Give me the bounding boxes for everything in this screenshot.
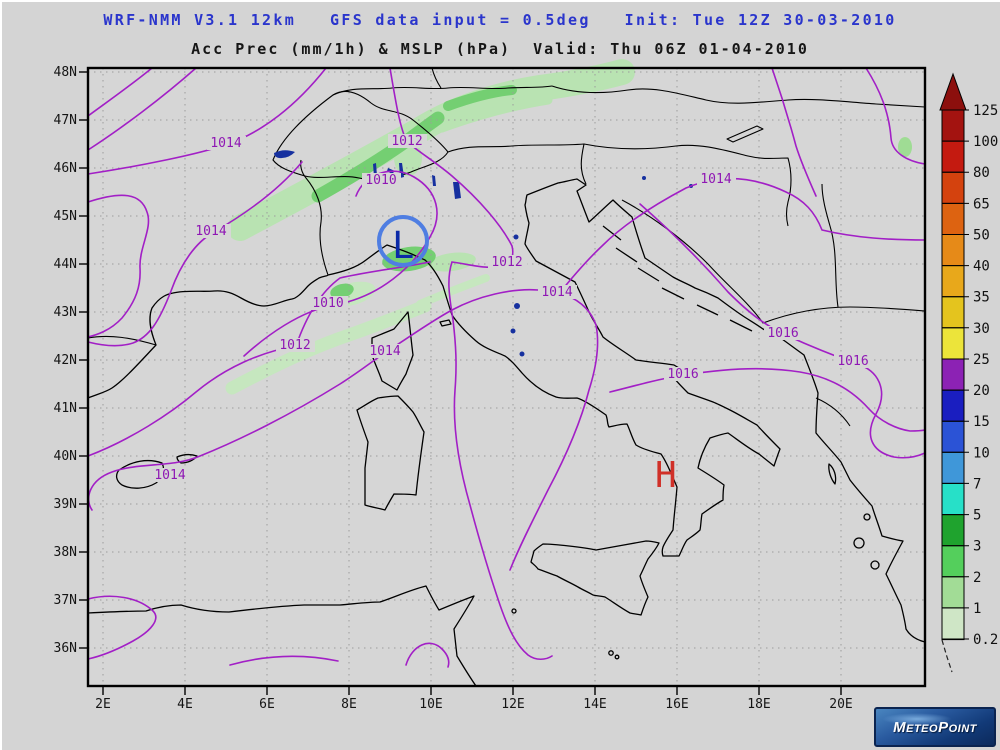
- lat-label: 46N: [54, 161, 77, 176]
- lat-label: 38N: [54, 545, 77, 560]
- map-frame: [86, 66, 927, 688]
- colorbar-tick-label: 125: [973, 103, 998, 119]
- colorbar-segment: [941, 482, 965, 516]
- lat-label: 43N: [54, 305, 77, 320]
- isobar-label: 1014: [541, 285, 572, 300]
- colorbar-segment: [941, 358, 965, 392]
- isobar-label: 1016: [767, 326, 798, 341]
- isobar-label: 1016: [837, 354, 868, 369]
- low-center-circle: [377, 215, 429, 267]
- colorbar-segment: [941, 265, 965, 298]
- colorbar-tick-label: 30: [973, 321, 990, 337]
- colorbar-segment: [941, 451, 965, 485]
- lon-label: 16E: [665, 697, 688, 712]
- colorbar-tick-label: 65: [973, 196, 990, 212]
- map-background: [88, 68, 925, 686]
- colorbar-tick-label: 50: [973, 228, 990, 244]
- longitude-axis: 2E 4E 6E 8E 10E 12E 14E 16E 18E 20E: [95, 697, 853, 712]
- colorbar-tick-label: 2: [973, 570, 981, 586]
- colorbar-tail-line: [941, 639, 953, 673]
- colorbar-segment: [941, 171, 965, 205]
- window-border-top: [0, 0, 1000, 2]
- colorbar-tick-label: 15: [973, 414, 990, 430]
- lat-label: 44N: [54, 257, 77, 272]
- low-pressure-marker: L: [392, 224, 414, 267]
- colorbar-segment: [941, 607, 965, 641]
- country-borders: [87, 67, 926, 427]
- colorbar-tick-label: 80: [973, 165, 990, 181]
- lat-label: 39N: [54, 497, 77, 512]
- colorbar-tick-label: 1: [973, 601, 981, 617]
- colorbar-tick-label: 10: [973, 445, 990, 461]
- logo-text-part2: Point: [938, 718, 977, 736]
- colorbar-tick-label: 20: [973, 383, 990, 399]
- colorbar-segment: [941, 389, 965, 423]
- lat-label: 47N: [54, 113, 77, 128]
- isobar-label: 1014: [210, 136, 241, 151]
- colorbar-segment: [941, 140, 965, 174]
- lon-label: 10E: [419, 697, 442, 712]
- colorbar-tick-label: 35: [973, 290, 990, 306]
- field-valid-title: Acc Prec (mm/1h) & MSLP (hPa) Valid: Thu…: [191, 40, 809, 58]
- isobar-label: 1016: [667, 367, 698, 382]
- lat-label: 42N: [54, 353, 77, 368]
- colorbar-tick-label: 7: [973, 476, 981, 492]
- lon-label: 8E: [341, 697, 357, 712]
- lat-label: 40N: [54, 449, 77, 464]
- lon-label: 12E: [501, 697, 524, 712]
- lat-label: 45N: [54, 209, 77, 224]
- window-border-left: [0, 0, 2, 750]
- isobar-labels: 1014 1012 1010 1014 1010 1012 1014 1014 …: [151, 134, 873, 483]
- isobar-label: 1014: [195, 224, 226, 239]
- colorbar-segment: [941, 234, 965, 267]
- isobar-contours: [87, 67, 926, 668]
- isobar-label: 1012: [391, 134, 422, 149]
- colorbar-segment: [941, 109, 965, 143]
- model-run-title: WRF-NMM V3.1 12km GFS data input = 0.5de…: [103, 11, 897, 29]
- isobar-label: 1010: [365, 173, 396, 188]
- axis-ticks: [79, 71, 842, 695]
- isobar-label: 1014: [154, 468, 185, 483]
- lat-label: 41N: [54, 401, 77, 416]
- logo-gloss-highlight: [882, 713, 952, 725]
- colorbar-tick-label: 5: [973, 508, 981, 524]
- high-pressure-marker: H: [655, 455, 677, 496]
- colorbar-segment: [941, 576, 965, 609]
- lat-label: 36N: [54, 641, 77, 656]
- colorbar-tick-label: 0.2: [973, 632, 998, 648]
- lon-label: 14E: [583, 697, 606, 712]
- lat-label: 37N: [54, 593, 77, 608]
- colorbar-tick-label: 40: [973, 259, 990, 275]
- isobar-label: 1012: [279, 338, 310, 353]
- lon-label: 4E: [177, 697, 193, 712]
- colorbar-segment: [941, 202, 965, 236]
- lat-label: 48N: [54, 65, 77, 80]
- isobar-label: 1010: [312, 296, 343, 311]
- lon-label: 18E: [747, 697, 770, 712]
- colorbar-segment: [941, 327, 965, 360]
- colorbar-tick-label: 100: [973, 134, 998, 150]
- latitude-axis: 48N 47N 46N 45N 44N 43N 42N 41N 40N 39N …: [54, 65, 77, 656]
- lon-label: 6E: [259, 697, 275, 712]
- lon-label: 2E: [95, 697, 111, 712]
- colorbar-segment: [941, 545, 965, 578]
- colorbar-segment: [941, 296, 965, 329]
- isobar-label: 1014: [369, 344, 400, 359]
- precipitation-colorbar: 125 100 80 65 50 40 35 30 25 20 15 10 7 5 3 2 1 0.2: [939, 72, 998, 673]
- colorbar-tick-label: 3: [973, 539, 981, 555]
- lon-label: 20E: [829, 697, 852, 712]
- colorbar-arrow: [939, 72, 967, 111]
- colorbar-segment: [941, 514, 965, 547]
- colorbar-tick-label: 25: [973, 352, 990, 368]
- isobar-label: 1012: [491, 255, 522, 270]
- meteopoint-logo: Meteo Point: [874, 707, 996, 747]
- isobar-label: 1014: [700, 172, 731, 187]
- colorbar-segment: [941, 420, 965, 454]
